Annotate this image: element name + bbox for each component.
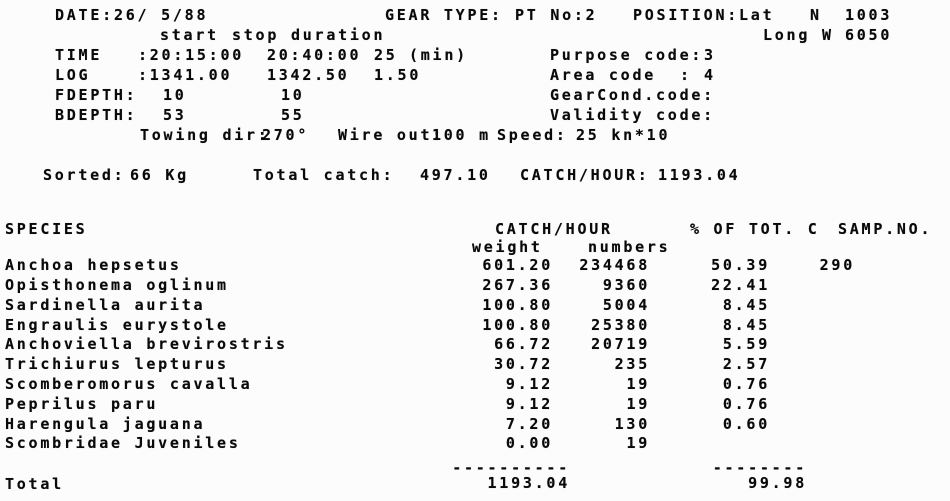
gear-type-label: GEAR TYPE: <box>385 6 503 24</box>
species-name: Scomberomorus cavalla <box>5 375 253 393</box>
long-value: 6050 <box>845 26 893 44</box>
weight-value: 7.20 <box>505 415 553 433</box>
pct-value: 2.57 <box>722 355 770 373</box>
species-name: Harengula jaguana <box>5 415 206 433</box>
time-start: :20:15:00 <box>138 46 245 64</box>
wire-out-label: Wire out: <box>338 126 445 144</box>
weight-value: 9.12 <box>505 375 553 393</box>
weight-value: 30.72 <box>494 355 553 373</box>
species-name: Sardinella aurita <box>5 296 206 314</box>
species-name: Trichiurus lepturus <box>5 355 229 373</box>
column-duration-label: duration <box>291 26 386 44</box>
catch-hour-column-header: CATCH/HOUR <box>495 220 613 238</box>
lat-hemisphere: N <box>810 6 822 24</box>
area-code-colon: : <box>680 66 692 84</box>
time-label: TIME <box>55 46 103 64</box>
numbers-value: 130 <box>614 415 650 433</box>
catch-per-hour-label: CATCH/HOUR: <box>520 166 650 184</box>
pct-value: 5.59 <box>722 335 770 353</box>
lat-value: 1003 <box>845 6 893 24</box>
date-value: 26/ 5/88 <box>114 6 209 24</box>
speed-label: Speed: <box>497 126 568 144</box>
pct-value: 0.76 <box>722 395 770 413</box>
weight-value: 267.36 <box>482 276 553 294</box>
total-weight-value: 1193.04 <box>487 474 570 492</box>
species-name: Peprilus paru <box>5 395 159 413</box>
pct-value: 8.45 <box>722 296 770 314</box>
pct-value: 22.41 <box>711 276 770 294</box>
pct-value: 0.60 <box>722 415 770 433</box>
gearcond-code-label: GearCond.code: <box>550 86 715 104</box>
towing-dir-value: 270° <box>262 126 310 144</box>
fdepth-stop: 10 <box>281 86 305 104</box>
log-duration: 1.50 <box>374 66 422 84</box>
time-duration: 25 <box>374 46 398 64</box>
numbers-value: 234468 <box>579 256 650 274</box>
total-catch-label: Total catch: <box>253 166 395 184</box>
species-name: Engraulis eurystole <box>5 316 229 334</box>
species-name: Anchoviella brevirostris <box>5 335 288 353</box>
species-name: Scombridae Juveniles <box>5 434 241 452</box>
weight-value: 601.20 <box>482 256 553 274</box>
gear-type-value: PT No:2 <box>515 6 598 24</box>
area-code-value: 4 <box>704 66 716 84</box>
bdepth-start: 53 <box>163 106 187 124</box>
numbers-subheader: numbers <box>588 238 671 256</box>
time-unit: (min) <box>409 46 468 64</box>
numbers-value: 20719 <box>591 335 650 353</box>
fdepth-start: 10 <box>163 86 187 104</box>
log-label: LOG <box>55 66 91 84</box>
area-code-label: Area code <box>550 66 657 84</box>
time-stop: 20:40:00 <box>267 46 362 64</box>
numbers-value: 19 <box>626 375 650 393</box>
total-catch-value: 497.10 <box>420 166 491 184</box>
weight-value: 0.00 <box>505 434 553 452</box>
pct-of-total-column-header: % OF TOT. C <box>690 220 820 238</box>
position-label: POSITION:Lat <box>633 6 775 24</box>
numbers-value: 9360 <box>602 276 650 294</box>
catch-per-hour-value: 1193.04 <box>658 166 741 184</box>
bdepth-label: BDEPTH: <box>55 106 138 124</box>
wire-out-value: 100 m <box>432 126 491 144</box>
weight-value: 66.72 <box>494 335 553 353</box>
samp-no-column-header: SAMP.NO. <box>838 220 933 238</box>
species-name: Opisthonema oglinum <box>5 276 229 294</box>
numbers-value: 25380 <box>591 316 650 334</box>
towing-dir-label: Towing dir: <box>140 126 270 144</box>
weight-value: 100.80 <box>482 296 553 314</box>
log-stop: 1342.50 <box>267 66 350 84</box>
pct-value: 8.45 <box>722 316 770 334</box>
total-pct-value: 99.98 <box>748 474 807 492</box>
numbers-value: 235 <box>614 355 650 373</box>
numbers-value: 19 <box>626 434 650 452</box>
column-stop-label: stop <box>232 26 280 44</box>
fdepth-label: FDEPTH: <box>55 86 138 104</box>
log-start: :1341.00 <box>138 66 233 84</box>
date-label: DATE: <box>55 6 114 24</box>
species-column-header: SPECIES <box>5 220 88 238</box>
species-name: Anchoa hepsetus <box>5 256 182 274</box>
weight-value: 100.80 <box>482 316 553 334</box>
total-label: Total <box>5 475 64 493</box>
purpose-code-value: 3 <box>704 46 716 64</box>
samp-no-value: 290 <box>819 256 855 274</box>
long-hemisphere: W <box>822 26 834 44</box>
long-label: Long <box>763 26 811 44</box>
pct-total-rule: -------- <box>712 459 807 477</box>
weight-subheader: weight <box>472 238 543 256</box>
purpose-code-label: Purpose code: <box>550 46 704 64</box>
numbers-value: 19 <box>626 395 650 413</box>
pct-value: 50.39 <box>711 256 770 274</box>
speed-value: 25 kn*10 <box>576 126 671 144</box>
sorted-value: 66 Kg <box>130 166 189 184</box>
sorted-label: Sorted: <box>43 166 126 184</box>
weight-total-rule: ---------- <box>452 459 570 477</box>
validity-code-label: Validity code: <box>550 106 715 124</box>
bdepth-stop: 55 <box>281 106 305 124</box>
numbers-value: 5004 <box>602 296 650 314</box>
pct-value: 0.76 <box>722 375 770 393</box>
weight-value: 9.12 <box>505 395 553 413</box>
column-start-label: start <box>160 26 219 44</box>
